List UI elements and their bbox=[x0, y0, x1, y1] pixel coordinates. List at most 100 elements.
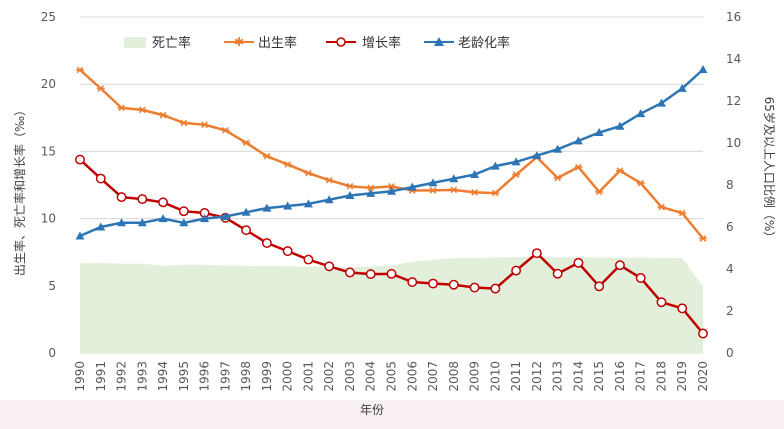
point-birth-rate bbox=[221, 126, 230, 134]
point-growth-rate bbox=[677, 303, 688, 314]
series-area-death-rate bbox=[80, 257, 703, 353]
point-aging-rate bbox=[594, 128, 604, 136]
x-tick-label: 1996 bbox=[198, 361, 212, 392]
point-birth-rate bbox=[657, 203, 666, 211]
x-tick-label: 2011 bbox=[509, 361, 523, 392]
point-growth-rate bbox=[303, 254, 314, 265]
point-aging-rate bbox=[75, 231, 85, 240]
point-birth-rate bbox=[200, 121, 209, 129]
point-growth-rate bbox=[552, 268, 563, 279]
point-birth-rate bbox=[595, 188, 604, 196]
point-birth-rate bbox=[512, 171, 521, 178]
point-aging-rate bbox=[428, 178, 438, 187]
left-axis-title: 出生率、死亡率和增长率（‰） bbox=[12, 104, 27, 276]
point-aging-rate bbox=[303, 199, 313, 208]
point-aging-rate bbox=[137, 218, 147, 227]
right-tick-label: 14 bbox=[726, 52, 741, 66]
point-aging-rate bbox=[117, 218, 127, 227]
x-tick-label: 2010 bbox=[488, 361, 502, 392]
legend-label-birth-rate: 出生率 bbox=[258, 35, 297, 51]
point-aging-rate bbox=[241, 207, 251, 216]
right-tick-label: 0 bbox=[726, 346, 734, 360]
point-aging-rate bbox=[324, 195, 334, 204]
point-aging-rate bbox=[698, 65, 708, 73]
point-birth-rate bbox=[262, 152, 271, 160]
x-tick-label: 2020 bbox=[696, 361, 710, 392]
line-layer bbox=[75, 65, 708, 339]
point-aging-rate bbox=[449, 174, 459, 183]
bottom-band bbox=[0, 400, 784, 429]
x-axis-ticks: 1990 1991 1992 1993 1994 1995 1996 1997 1998 1999… bbox=[73, 361, 710, 392]
x-tick-label: 2017 bbox=[634, 361, 648, 392]
point-growth-rate bbox=[116, 192, 127, 203]
point-birth-rate bbox=[470, 189, 479, 196]
x-tick-label: 2016 bbox=[613, 361, 627, 392]
point-aging-rate bbox=[490, 161, 500, 170]
point-birth-rate bbox=[304, 169, 313, 177]
point-growth-rate bbox=[95, 173, 106, 184]
point-birth-rate bbox=[325, 176, 334, 184]
point-growth-rate bbox=[490, 283, 501, 294]
point-growth-rate bbox=[324, 261, 335, 272]
right-axis-ticks: 0 2 4 6 8 10 12 14 16 bbox=[726, 10, 741, 360]
point-aging-rate bbox=[656, 98, 666, 107]
legend-marker-birth-rate: ✱ bbox=[234, 35, 244, 49]
x-tick-label: 1992 bbox=[115, 361, 129, 392]
point-growth-rate bbox=[511, 265, 522, 276]
point-aging-rate bbox=[179, 218, 189, 227]
point-aging-rate bbox=[200, 214, 210, 223]
point-aging-rate bbox=[158, 214, 168, 223]
point-growth-rate bbox=[75, 154, 85, 165]
x-tick-label: 2003 bbox=[343, 361, 357, 392]
point-birth-rate bbox=[429, 187, 438, 194]
x-tick-label: 2000 bbox=[281, 361, 295, 392]
point-birth-rate bbox=[553, 174, 562, 182]
x-tick-label: 2015 bbox=[592, 361, 606, 392]
x-tick-label: 2002 bbox=[322, 361, 336, 392]
point-aging-rate bbox=[283, 201, 293, 210]
point-birth-rate bbox=[636, 179, 645, 187]
right-tick-label: 2 bbox=[726, 304, 734, 318]
x-tick-label: 2009 bbox=[468, 361, 482, 392]
point-birth-rate bbox=[242, 139, 251, 147]
legend-label-growth-rate: 增长率 bbox=[362, 35, 401, 51]
left-tick-label: 5 bbox=[48, 279, 56, 293]
x-tick-label: 1990 bbox=[73, 361, 87, 392]
point-growth-rate bbox=[698, 328, 708, 339]
point-aging-rate bbox=[345, 191, 355, 199]
point-growth-rate bbox=[178, 206, 189, 217]
point-growth-rate bbox=[282, 246, 293, 257]
point-aging-rate bbox=[96, 222, 106, 231]
point-birth-rate bbox=[699, 235, 707, 242]
right-axis-title: 65岁及以上人口比例（%） bbox=[762, 97, 777, 244]
point-birth-rate bbox=[138, 106, 147, 114]
x-tick-label: 2005 bbox=[385, 361, 399, 392]
x-tick-label: 2001 bbox=[301, 361, 315, 392]
legend-label-death-rate: 死亡率 bbox=[152, 35, 191, 51]
area-layer bbox=[80, 257, 703, 353]
point-growth-rate bbox=[137, 194, 148, 205]
point-aging-rate bbox=[511, 157, 521, 166]
point-growth-rate bbox=[428, 278, 438, 289]
point-growth-rate bbox=[365, 269, 376, 280]
point-birth-rate bbox=[615, 167, 624, 174]
x-tick-label: 2006 bbox=[405, 361, 419, 392]
point-growth-rate bbox=[656, 297, 667, 308]
point-birth-rate bbox=[491, 189, 500, 197]
point-aging-rate bbox=[532, 151, 542, 160]
x-tick-label: 1991 bbox=[94, 361, 108, 392]
right-tick-label: 16 bbox=[726, 10, 741, 24]
left-tick-label: 0 bbox=[48, 346, 56, 360]
point-birth-rate bbox=[449, 186, 458, 194]
point-birth-rate bbox=[574, 163, 583, 171]
point-birth-rate bbox=[159, 111, 168, 119]
x-tick-label: 1997 bbox=[218, 361, 232, 392]
x-tick-label: 2008 bbox=[447, 361, 461, 392]
point-growth-rate bbox=[386, 268, 397, 279]
point-aging-rate bbox=[262, 203, 272, 212]
point-aging-rate bbox=[636, 109, 646, 118]
point-birth-rate bbox=[387, 183, 396, 190]
point-growth-rate bbox=[345, 267, 355, 278]
right-tick-label: 6 bbox=[726, 220, 734, 234]
